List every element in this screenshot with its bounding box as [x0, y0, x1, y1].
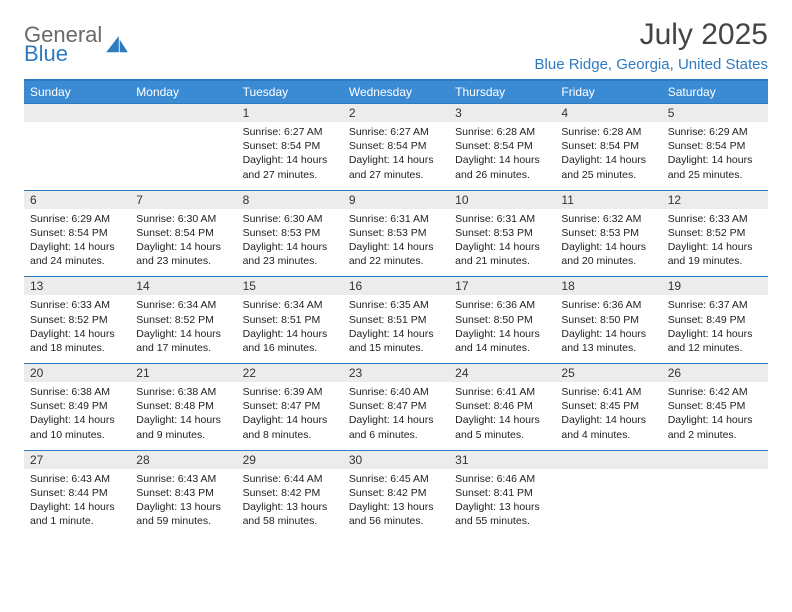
day-info: Sunrise: 6:27 AMSunset: 8:54 PMDaylight:…: [237, 122, 343, 190]
header: General Blue July 2025 Blue Ridge, Georg…: [24, 18, 768, 73]
info-row: Sunrise: 6:33 AMSunset: 8:52 PMDaylight:…: [24, 295, 768, 363]
day-number: 6: [24, 191, 130, 209]
day-number: 9: [343, 191, 449, 209]
daynum-row: 2728293031: [24, 450, 768, 469]
day-info: [24, 122, 130, 190]
day-number: 8: [237, 191, 343, 209]
day-info: Sunrise: 6:29 AMSunset: 8:54 PMDaylight:…: [662, 122, 768, 190]
day-number: 16: [343, 277, 449, 295]
dow-cell: Sunday: [24, 81, 130, 103]
day-number: 18: [555, 277, 661, 295]
day-info: Sunrise: 6:41 AMSunset: 8:45 PMDaylight:…: [555, 382, 661, 450]
info-row: Sunrise: 6:27 AMSunset: 8:54 PMDaylight:…: [24, 122, 768, 190]
day-info: Sunrise: 6:41 AMSunset: 8:46 PMDaylight:…: [449, 382, 555, 450]
day-number: 25: [555, 364, 661, 382]
day-number: 11: [555, 191, 661, 209]
dow-cell: Monday: [130, 81, 236, 103]
location: Blue Ridge, Georgia, United States: [535, 56, 768, 73]
brand-logo: General Blue: [24, 24, 128, 65]
day-info: Sunrise: 6:37 AMSunset: 8:49 PMDaylight:…: [662, 295, 768, 363]
day-number: 7: [130, 191, 236, 209]
day-info: Sunrise: 6:40 AMSunset: 8:47 PMDaylight:…: [343, 382, 449, 450]
day-info: Sunrise: 6:32 AMSunset: 8:53 PMDaylight:…: [555, 209, 661, 277]
day-info: Sunrise: 6:34 AMSunset: 8:51 PMDaylight:…: [237, 295, 343, 363]
day-number: 13: [24, 277, 130, 295]
day-info: Sunrise: 6:29 AMSunset: 8:54 PMDaylight:…: [24, 209, 130, 277]
day-number: [662, 451, 768, 469]
sail-icon: [106, 36, 128, 54]
title-block: July 2025 Blue Ridge, Georgia, United St…: [535, 18, 768, 73]
day-number: 31: [449, 451, 555, 469]
day-info: Sunrise: 6:31 AMSunset: 8:53 PMDaylight:…: [343, 209, 449, 277]
dow-cell: Saturday: [662, 81, 768, 103]
day-info: Sunrise: 6:28 AMSunset: 8:54 PMDaylight:…: [449, 122, 555, 190]
daynum-row: 12345: [24, 103, 768, 122]
day-number: 27: [24, 451, 130, 469]
day-number: 4: [555, 104, 661, 122]
day-info: Sunrise: 6:42 AMSunset: 8:45 PMDaylight:…: [662, 382, 768, 450]
info-row: Sunrise: 6:38 AMSunset: 8:49 PMDaylight:…: [24, 382, 768, 450]
info-row: Sunrise: 6:43 AMSunset: 8:44 PMDaylight:…: [24, 469, 768, 537]
day-number: 21: [130, 364, 236, 382]
daynum-row: 6789101112: [24, 190, 768, 209]
day-info: Sunrise: 6:38 AMSunset: 8:48 PMDaylight:…: [130, 382, 236, 450]
daynum-row: 20212223242526: [24, 363, 768, 382]
dow-cell: Thursday: [449, 81, 555, 103]
day-info: Sunrise: 6:45 AMSunset: 8:42 PMDaylight:…: [343, 469, 449, 537]
day-number: 3: [449, 104, 555, 122]
day-number: [24, 104, 130, 122]
day-info: Sunrise: 6:30 AMSunset: 8:54 PMDaylight:…: [130, 209, 236, 277]
dow-cell: Friday: [555, 81, 661, 103]
day-number: 10: [449, 191, 555, 209]
day-info: Sunrise: 6:46 AMSunset: 8:41 PMDaylight:…: [449, 469, 555, 537]
day-number: 1: [237, 104, 343, 122]
day-number: 15: [237, 277, 343, 295]
day-number: 24: [449, 364, 555, 382]
day-number: 29: [237, 451, 343, 469]
day-number: [130, 104, 236, 122]
day-info: Sunrise: 6:44 AMSunset: 8:42 PMDaylight:…: [237, 469, 343, 537]
day-info: Sunrise: 6:39 AMSunset: 8:47 PMDaylight:…: [237, 382, 343, 450]
day-number: 14: [130, 277, 236, 295]
day-info: Sunrise: 6:43 AMSunset: 8:44 PMDaylight:…: [24, 469, 130, 537]
day-number: 5: [662, 104, 768, 122]
day-number: 23: [343, 364, 449, 382]
day-number: 19: [662, 277, 768, 295]
day-info: [130, 122, 236, 190]
day-number: [555, 451, 661, 469]
day-info: Sunrise: 6:30 AMSunset: 8:53 PMDaylight:…: [237, 209, 343, 277]
day-info: Sunrise: 6:43 AMSunset: 8:43 PMDaylight:…: [130, 469, 236, 537]
day-info: Sunrise: 6:36 AMSunset: 8:50 PMDaylight:…: [449, 295, 555, 363]
day-number: 17: [449, 277, 555, 295]
day-number: 30: [343, 451, 449, 469]
info-row: Sunrise: 6:29 AMSunset: 8:54 PMDaylight:…: [24, 209, 768, 277]
day-info: Sunrise: 6:33 AMSunset: 8:52 PMDaylight:…: [24, 295, 130, 363]
day-number: 26: [662, 364, 768, 382]
calendar: SundayMondayTuesdayWednesdayThursdayFrid…: [24, 79, 768, 536]
month-title: July 2025: [535, 18, 768, 52]
day-info: Sunrise: 6:33 AMSunset: 8:52 PMDaylight:…: [662, 209, 768, 277]
day-info: Sunrise: 6:27 AMSunset: 8:54 PMDaylight:…: [343, 122, 449, 190]
day-number: 22: [237, 364, 343, 382]
day-info: [555, 469, 661, 537]
day-info: Sunrise: 6:28 AMSunset: 8:54 PMDaylight:…: [555, 122, 661, 190]
day-info: Sunrise: 6:36 AMSunset: 8:50 PMDaylight:…: [555, 295, 661, 363]
day-info: Sunrise: 6:34 AMSunset: 8:52 PMDaylight:…: [130, 295, 236, 363]
day-info: [662, 469, 768, 537]
day-number: 12: [662, 191, 768, 209]
dow-cell: Wednesday: [343, 81, 449, 103]
day-number: 28: [130, 451, 236, 469]
day-number: 2: [343, 104, 449, 122]
day-info: Sunrise: 6:31 AMSunset: 8:53 PMDaylight:…: [449, 209, 555, 277]
day-info: Sunrise: 6:35 AMSunset: 8:51 PMDaylight:…: [343, 295, 449, 363]
daynum-row: 13141516171819: [24, 276, 768, 295]
day-info: Sunrise: 6:38 AMSunset: 8:49 PMDaylight:…: [24, 382, 130, 450]
day-of-week-row: SundayMondayTuesdayWednesdayThursdayFrid…: [24, 81, 768, 103]
dow-cell: Tuesday: [237, 81, 343, 103]
day-number: 20: [24, 364, 130, 382]
